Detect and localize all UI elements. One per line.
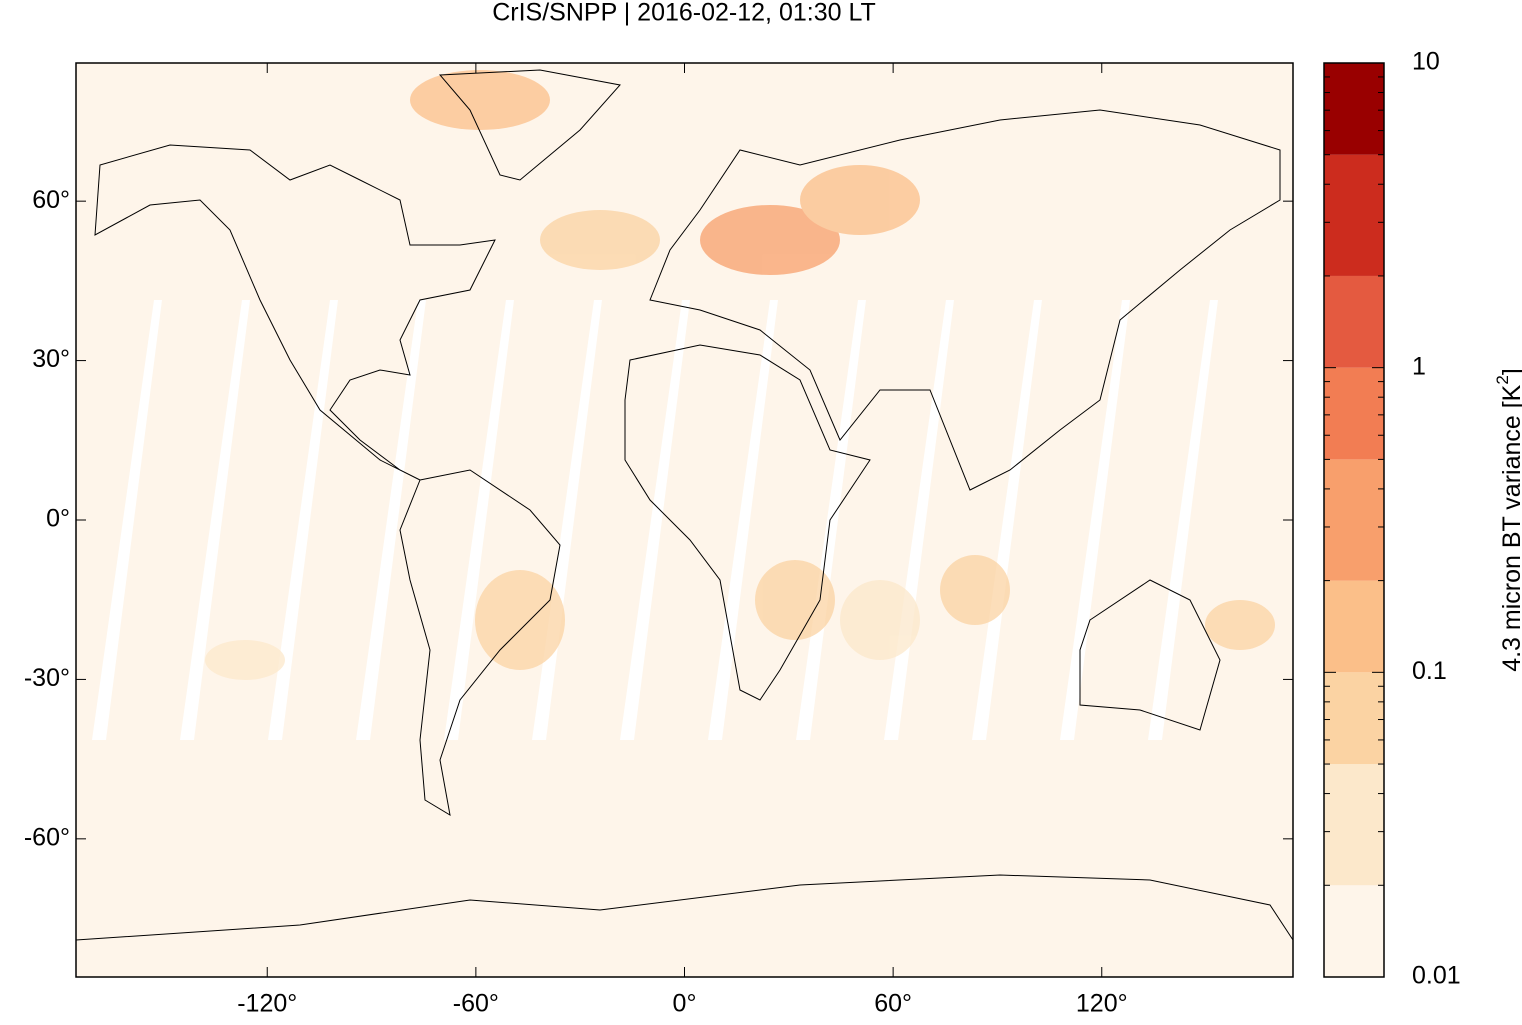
x-tick-label: -120° <box>237 990 297 1018</box>
map-background <box>76 63 1293 977</box>
x-tick-label: -60° <box>453 990 499 1018</box>
patch <box>755 560 835 640</box>
patch <box>800 165 920 235</box>
colorbar-label: 4.3 micron BT variance [K2] <box>1493 368 1522 672</box>
x-tick-label: 60° <box>874 990 912 1018</box>
swath-gap <box>180 300 250 740</box>
colorbar-label-sup: 2 <box>1493 375 1512 384</box>
variance-patches <box>205 70 1275 680</box>
y-tick-label: 60° <box>32 186 70 214</box>
coastline <box>438 69 621 181</box>
swath-gap <box>972 300 1042 740</box>
y-tick-label: -60° <box>24 823 70 851</box>
coastline <box>649 109 1281 491</box>
colorbar-level <box>1324 580 1384 673</box>
colorbar-tick-label: 0.1 <box>1412 657 1447 685</box>
patch <box>205 640 285 680</box>
colorbar-level <box>1324 275 1384 368</box>
swath-gap <box>1060 300 1130 740</box>
x-tick-label: 120° <box>1076 990 1128 1018</box>
x-tick-label: 0° <box>673 990 697 1018</box>
colorbar-tick-label: 1 <box>1412 352 1426 380</box>
patch <box>540 210 660 270</box>
colorbar-level <box>1324 459 1384 581</box>
colorbar-level <box>1324 367 1384 460</box>
swath-gap <box>1148 300 1218 740</box>
patch <box>840 580 920 660</box>
colorbar-level <box>1324 63 1384 155</box>
colorbar-level <box>1324 154 1384 276</box>
colorbar-level <box>1324 764 1384 886</box>
coastlines <box>75 69 1294 941</box>
swath-gap <box>620 300 690 740</box>
swath-gap <box>356 300 426 740</box>
coastline <box>624 344 871 701</box>
colorbar-level <box>1324 672 1384 765</box>
coastline <box>94 144 496 481</box>
patch <box>700 205 840 275</box>
swath-gap <box>92 300 162 740</box>
patch <box>410 70 550 130</box>
y-tick-label: 0° <box>46 505 70 533</box>
coastline <box>399 469 561 816</box>
coastline <box>75 874 1294 941</box>
patch <box>475 570 565 670</box>
colorbar-frame <box>1323 62 1385 978</box>
colorbar-tick-label: 0.01 <box>1412 962 1461 990</box>
patch <box>1205 600 1275 650</box>
y-tick-label: -30° <box>24 664 70 692</box>
colorbar-level <box>1324 885 1384 977</box>
chart-title: CrIS/SNPP | 2016-02-12, 01:30 LT <box>492 0 876 27</box>
map-field <box>75 62 1294 978</box>
colorbar-label-text: 4.3 micron BT variance [K <box>1498 384 1522 671</box>
colorbar-tick-label: 10 <box>1412 48 1440 76</box>
y-tick-label: 30° <box>32 345 70 373</box>
colorbar-label-end: ] <box>1498 368 1522 375</box>
patch <box>940 555 1010 625</box>
swath-gap <box>708 300 778 740</box>
swath-gap <box>444 300 514 740</box>
coastline <box>1079 579 1221 731</box>
